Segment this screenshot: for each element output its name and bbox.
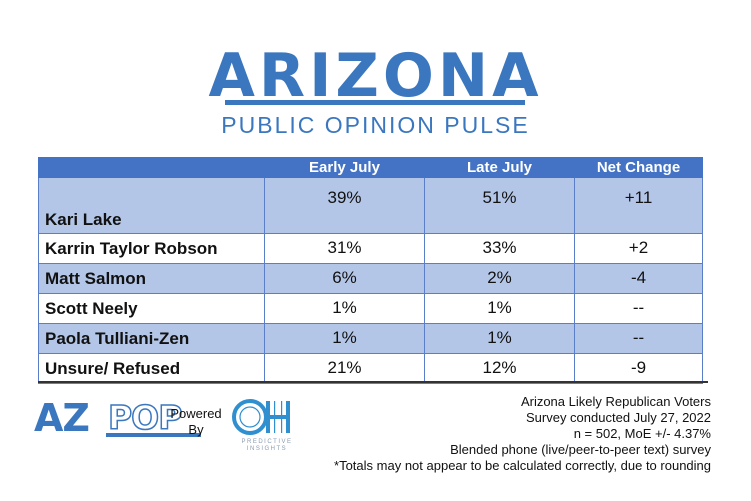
net-change-value: -4 <box>574 263 703 294</box>
early-july-value: 21% <box>264 353 425 384</box>
brand-divider <box>225 100 525 105</box>
azpop-logo-az: AZ <box>34 396 90 440</box>
survey-note-date: Survey conducted July 27, 2022 <box>525 410 711 425</box>
late-july-value: 2% <box>424 263 575 294</box>
oh-logo-caption: PREDICTIVE INSIGHTS <box>230 439 304 453</box>
net-change-value: -- <box>574 323 703 354</box>
col-header-candidate <box>38 157 265 178</box>
candidate-name: Karrin Taylor Robson <box>38 233 265 264</box>
candidate-name: Kari Lake <box>38 177 265 234</box>
oh-predictive-logo: OH <box>232 399 290 435</box>
late-july-value: 1% <box>424 323 575 354</box>
candidate-name: Scott Neely <box>38 293 265 324</box>
brand-header: ARIZONA <box>0 46 751 106</box>
survey-note-sample: n = 502, MoE +/- 4.37% <box>573 426 711 441</box>
oh-caption-line2: INSIGHTS <box>246 446 288 452</box>
net-change-value: -9 <box>574 353 703 384</box>
table-row: Scott Neely 1% 1% -- <box>38 293 703 324</box>
early-july-value: 6% <box>264 263 425 294</box>
azpop-logo-bar <box>106 433 201 437</box>
candidate-name: Paola Tulliani-Zen <box>38 323 265 354</box>
powered-by: Powered By <box>168 406 224 438</box>
col-header-late-july: Late July <box>424 157 575 178</box>
net-change-value: +2 <box>574 233 703 264</box>
oh-caption-line1: PREDICTIVE <box>241 439 293 445</box>
early-july-value: 1% <box>264 323 425 354</box>
late-july-value: 1% <box>424 293 575 324</box>
footer-divider <box>38 381 708 383</box>
azpop-logo-pop: POP <box>107 398 183 437</box>
survey-note-population: Arizona Likely Republican Voters <box>520 394 711 409</box>
powered-by-line2: By <box>188 422 204 437</box>
table-row: Paola Tulliani-Zen 1% 1% -- <box>38 323 703 354</box>
results-table: Early July Late July Net Change Kari Lak… <box>38 157 703 384</box>
survey-note-method: Blended phone (live/peer-to-peer text) s… <box>450 442 711 457</box>
late-july-value: 33% <box>424 233 575 264</box>
candidate-name: Unsure/ Refused <box>38 353 265 384</box>
candidate-name: Matt Salmon <box>38 263 265 294</box>
net-change-value: +11 <box>574 177 703 234</box>
survey-notes: Arizona Likely Republican Voters Survey … <box>334 394 711 474</box>
brand-title: ARIZONA <box>208 41 543 111</box>
col-header-net-change: Net Change <box>574 157 703 178</box>
table-row: Karrin Taylor Robson 31% 33% +2 <box>38 233 703 264</box>
table-header-row: Early July Late July Net Change <box>38 157 703 178</box>
early-july-value: 31% <box>264 233 425 264</box>
survey-note-rounding: *Totals may not appear to be calculated … <box>334 458 711 473</box>
table-row: Matt Salmon 6% 2% -4 <box>38 263 703 294</box>
net-change-value: -- <box>574 293 703 324</box>
col-header-early-july: Early July <box>264 157 425 178</box>
early-july-value: 1% <box>264 293 425 324</box>
azpop-logo: AZ POP <box>34 396 201 440</box>
early-july-value: 39% <box>264 177 425 234</box>
powered-by-line1: Powered <box>170 406 222 421</box>
late-july-value: 12% <box>424 353 575 384</box>
late-july-value: 51% <box>424 177 575 234</box>
brand-subtitle: PUBLIC OPINION PULSE <box>221 112 530 138</box>
table-row: Kari Lake 39% 51% +11 <box>38 177 703 234</box>
table-row: Unsure/ Refused 21% 12% -9 <box>38 353 703 384</box>
